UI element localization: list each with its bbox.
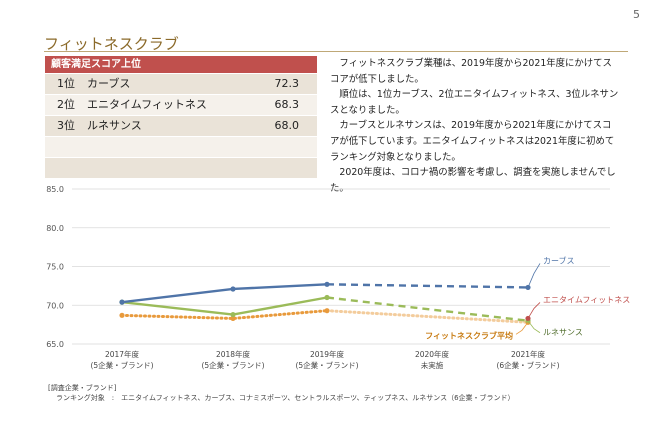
description-paragraph: 2020年度は、コロナ禍の影響を考慮し、調査を実施しませんでした。 [330, 167, 616, 194]
x-tick-label: 2021年度 [511, 349, 546, 359]
rank-position: 1位 [57, 77, 75, 90]
series-line-curves [121, 283, 328, 304]
rank-name: エニタイムフィットネス [87, 98, 207, 111]
x-tick-label: 2018年度 [216, 349, 251, 359]
x-tick-label: 2020年度 [415, 349, 450, 359]
series-line-curves-gap [326, 283, 529, 289]
rank-score: 72.3 [274, 77, 300, 90]
data-point-renaissance [230, 311, 236, 318]
data-point-curves [119, 299, 125, 305]
footnote-targets: ランキング対象 : エニタイムフィットネス、カーブス、コナミスポーツ、セントラル… [56, 394, 515, 402]
leader-line-anytime [527, 302, 541, 319]
y-tick-label: 70.0 [46, 301, 64, 310]
title-divider [44, 51, 628, 52]
description-paragraph: カーブスとルネサンスは、2019年度から2021年度にかけてスコアが低下していま… [330, 120, 615, 163]
page-title: フィットネスクラブ [44, 35, 179, 53]
footnote: [調査企業・ブランド] ランキング対象 : エニタイムフィットネス、カーブス、コ… [48, 383, 515, 403]
leader-line-average [515, 322, 529, 335]
rank-score: 68.0 [274, 119, 300, 132]
series-line-renaissance-gap [326, 296, 529, 322]
description-paragraph: フィットネスクラブ業種は、2019年度から2021年度にかけてスコアが低下しまし… [330, 58, 612, 85]
rank-name: カーブス [87, 77, 131, 90]
ranking-row: 3位 ルネサンス 68.0 [45, 116, 317, 136]
ranking-row-empty [45, 158, 317, 178]
description-paragraph: 順位は、1位カーブス、2位エニタイムフィットネス、3位ルネサンスとなりました。 [330, 89, 619, 116]
data-point-renaissance [324, 294, 330, 301]
rank-position: 3位 [57, 119, 75, 132]
y-tick-label: 75.0 [46, 263, 64, 272]
x-tick-label: 2017年度 [105, 349, 140, 359]
page-number: 5 [633, 8, 640, 21]
footnote-heading: [調査企業・ブランド] [48, 384, 117, 392]
ranking-row: 2位 エニタイムフィットネス 68.3 [45, 95, 317, 115]
rank-score: 68.3 [274, 98, 300, 111]
series-label-average: フィットネスクラブ平均 [425, 330, 513, 340]
series-label-anytime: エニタイムフィットネス [543, 295, 630, 304]
leader-line-renaissance [527, 320, 541, 334]
data-point-average [119, 312, 125, 318]
ranking-row: 1位 カーブス 72.3 [45, 74, 317, 94]
data-point-average [230, 315, 236, 322]
rank-name: ルネサンス [87, 119, 142, 132]
series-line-renaissance [121, 296, 328, 316]
y-tick-label: 80.0 [46, 224, 64, 233]
x-tick-sublabel: (5企業・ブランド) [90, 360, 153, 370]
series-label-curves: カーブス [543, 255, 575, 265]
y-tick-label: 85.0 [46, 185, 64, 194]
description-text: フィットネスクラブ業種は、2019年度から2021年度にかけてスコアが低下しまし… [330, 56, 620, 196]
leader-line-curves [527, 263, 541, 288]
x-tick-sublabel: (6企業・ブランド) [496, 360, 559, 370]
x-tick-sublabel: (5企業・ブランド) [201, 360, 264, 370]
ranking-table: 顧客満足スコア上位 1位 カーブス 72.3 2位 エニタイムフィットネス 68… [45, 56, 317, 178]
data-point-average [324, 308, 330, 314]
series-line-average-gap [325, 309, 530, 324]
ranking-header: 顧客満足スコア上位 [45, 56, 317, 73]
rank-position: 2位 [57, 98, 75, 111]
x-tick-sublabel: 未実施 [421, 360, 444, 370]
x-tick-sublabel: (5企業・ブランド) [295, 360, 358, 370]
series-label-renaissance: ルネサンス [543, 328, 583, 337]
x-tick-label: 2019年度 [310, 349, 345, 359]
data-point-curves [324, 281, 330, 287]
y-tick-label: 65.0 [46, 340, 64, 349]
ranking-row-empty [45, 137, 317, 157]
data-point-curves [230, 286, 236, 292]
